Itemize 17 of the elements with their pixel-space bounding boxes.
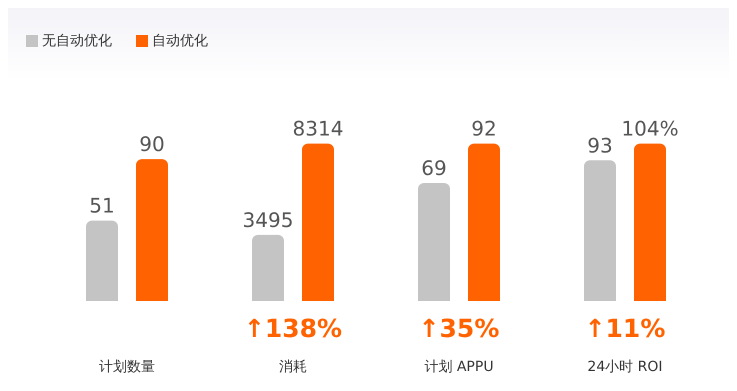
text: ↑35% — [418, 314, 500, 343]
x-tick-label: 消耗 — [279, 359, 307, 375]
legend-label: 无自动优化 — [42, 33, 112, 49]
text: ↑138% — [244, 314, 342, 343]
data-label: 90 — [139, 132, 165, 156]
data-label: 92 — [471, 116, 497, 141]
x-tick-label: 计划数量 — [99, 359, 155, 375]
data-label: 8314 — [292, 116, 344, 141]
data-label: 51 — [89, 194, 115, 218]
data-label: 104% — [621, 116, 679, 141]
data-label: 3495 — [242, 208, 294, 232]
data-label: 69 — [421, 156, 447, 180]
x-tick-label: 计划 APPU — [424, 359, 494, 375]
text: ↑11% — [584, 314, 666, 343]
data-label: 93 — [587, 133, 613, 158]
legend-label: 自动优化 — [152, 33, 208, 49]
x-tick-label: 24小时 ROI — [587, 359, 663, 375]
